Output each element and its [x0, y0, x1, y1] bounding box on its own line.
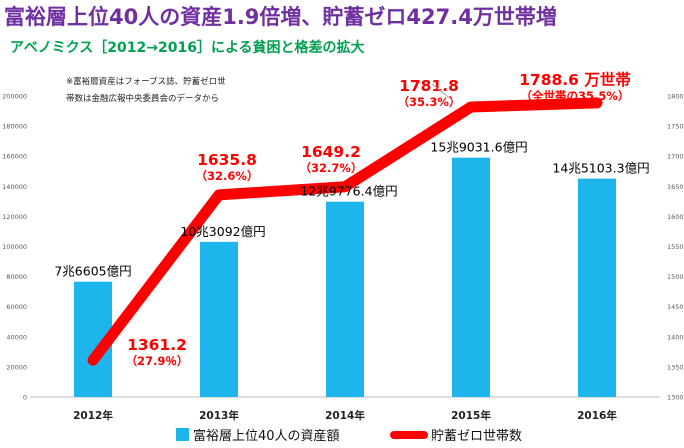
series-line	[87, 97, 603, 366]
bar-value-label: 14兆5103.3億円	[552, 161, 649, 176]
line-percent-label: （32.7%）	[300, 161, 363, 175]
y-left-tick-label: 60000	[6, 303, 27, 311]
bar-value-label: 7兆6605億円	[54, 264, 131, 279]
y-left-tick-label: 40000	[6, 333, 27, 341]
chart-note-line-1: ※富裕層資産はフォーブス誌、貯蓄ゼロ世	[66, 76, 226, 87]
line-percent-label: （32.6%）	[196, 169, 259, 183]
chart-note-line-2: 帯数は金融広報中央委員会のデータから	[66, 93, 219, 104]
y-right-tick-label: 1600	[667, 213, 684, 221]
x-tick-label: 2014年	[325, 409, 365, 422]
bar-value-label: 15兆9031.6億円	[430, 140, 527, 155]
y-left-tick-label: 120000	[2, 213, 27, 221]
y-left-tick-label: 200000	[2, 93, 27, 101]
line-value-label: 1788.6 万世帯	[519, 70, 631, 89]
y-left-tick-label: 80000	[6, 273, 27, 281]
y-left-tick-label: 160000	[2, 153, 27, 161]
label-leader-line	[431, 83, 453, 101]
y-right-tick-label: 1550	[667, 243, 684, 251]
chart-subtitle: アベノミクス［2012→2016］による貧困と格差の拡大	[10, 39, 365, 56]
legend-bar-swatch	[176, 428, 189, 441]
bar	[200, 241, 238, 397]
line-value-label: 1635.8	[197, 151, 257, 169]
line-value-label: 1649.2	[301, 143, 361, 161]
x-tick-label: 2013年	[199, 409, 239, 422]
line-value-label: 1781.8	[399, 77, 459, 95]
line-value-label: 1361.2	[127, 336, 187, 354]
line-percent-label: （全世帯の35.5%）	[521, 89, 630, 103]
y-right-tick-label: 1650	[667, 183, 684, 191]
line-percent-label: （35.3%）	[398, 95, 461, 109]
legend-line-label: 貯蓄ゼロ世帯数	[431, 429, 522, 444]
y-right-tick-label: 1750	[667, 123, 684, 131]
legend-bar-label: 富裕層上位40人の資産額	[193, 428, 340, 444]
bar-value-label: 10兆3092億円	[180, 224, 265, 239]
bar	[578, 178, 616, 397]
y-right-tick-label: 1450	[667, 303, 684, 311]
y-left-tick-label: 100000	[2, 243, 27, 251]
line-series	[87, 97, 603, 366]
y-right-tick-label: 1350	[667, 363, 684, 371]
x-tick-label: 2015年	[451, 409, 491, 422]
bar-series	[74, 157, 616, 397]
y-left-tick-label: 140000	[2, 183, 27, 191]
legend: 富裕層上位40人の資産額 貯蓄ゼロ世帯数	[176, 428, 522, 444]
y-right-tick-label: 1500	[667, 273, 684, 281]
y-right-tick-label: 1300	[667, 394, 684, 402]
y-right-tick-label: 1400	[667, 333, 684, 341]
bar	[326, 201, 364, 397]
y-left-tick-label: 20000	[6, 363, 27, 371]
data-labels: 7兆6605億円 10兆3092億円 12兆9776.4億円 15兆9031.6億円 1…	[54, 70, 649, 368]
line-percent-label: （27.9％）	[126, 354, 189, 368]
x-tick-label: 2012年	[73, 409, 113, 422]
y-left-tick-label: 180000	[2, 123, 27, 131]
axes: 0 20000 40000 60000 80000 100000 120000 140000 1…	[2, 93, 683, 423]
bar	[452, 157, 490, 397]
y-right-tick-label: 1800	[667, 93, 684, 101]
y-left-tick-label: 0	[23, 394, 27, 402]
y-right-tick-label: 1700	[667, 153, 684, 161]
bar-value-label: 12兆9776.4億円	[300, 184, 397, 199]
chart-title: 富裕層上位40人の資産1.9倍増、貯蓄ゼロ427.4万世帯増	[4, 5, 557, 29]
x-tick-label: 2016年	[577, 409, 617, 422]
